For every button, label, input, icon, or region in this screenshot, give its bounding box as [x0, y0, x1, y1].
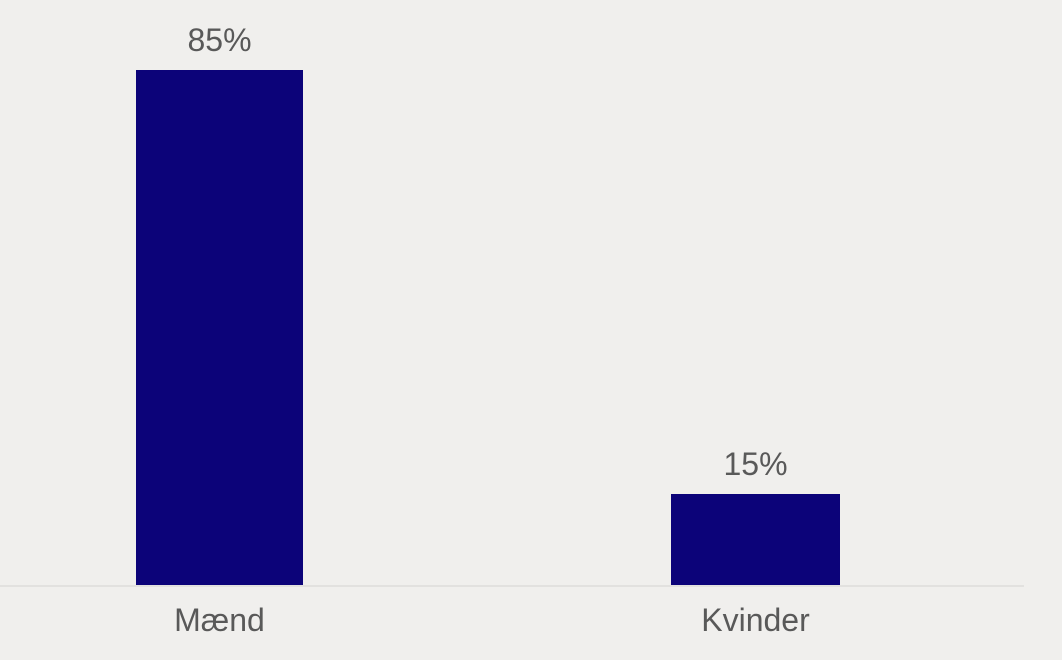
bar-group-maend: 85% Mænd: [136, 22, 303, 638]
bar-group-kvinder: 15% Kvinder: [671, 446, 840, 638]
value-label-kvinder: 15%: [723, 445, 788, 482]
bar-maend: [136, 70, 303, 585]
x-axis-line: [0, 585, 1024, 587]
bar-kvinder: [671, 494, 840, 585]
category-label-maend: Mænd: [174, 602, 265, 638]
value-label-maend: 85%: [187, 21, 252, 58]
category-label-kvinder: Kvinder: [701, 602, 810, 638]
